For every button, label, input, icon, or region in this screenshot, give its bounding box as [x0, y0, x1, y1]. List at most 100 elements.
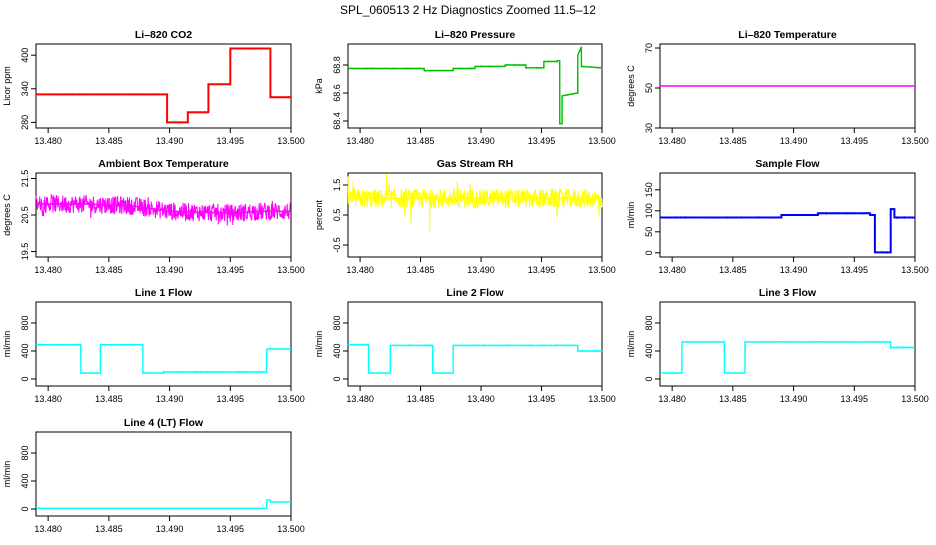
x-tick-label: 13.495: [217, 265, 245, 275]
x-tick-label: 13.480: [34, 524, 62, 534]
series-line: [659, 207, 916, 255]
x-tick-label: 13.480: [346, 394, 374, 404]
y-tick-label: 400: [20, 473, 30, 488]
panel-title: Li–820 Temperature: [738, 29, 837, 41]
series-line: [35, 193, 292, 226]
panel-9: Line 3 Flow 13.480 13.485 13.490 13.495 13.50…: [626, 287, 929, 404]
x-tick-label: 13.485: [407, 136, 435, 146]
x-tick-label: 13.485: [719, 136, 747, 146]
series-line: [36, 344, 291, 374]
x-tick-label: 13.485: [407, 394, 435, 404]
y-tick-label: 100: [644, 203, 654, 218]
y-tick-label: 30: [644, 123, 654, 133]
series-line: [660, 340, 916, 375]
series-line: [35, 343, 292, 375]
x-tick-label: 13.490: [467, 136, 495, 146]
y-tick-label: 0: [20, 506, 30, 511]
y-tick-label: 400: [20, 48, 30, 63]
panel-4: Ambient Box Temperature 13.480 13.485 13.49…: [2, 158, 305, 275]
x-tick-label: 13.500: [277, 265, 305, 275]
y-tick-label: -0.5: [332, 237, 342, 253]
y-axis-label: percent: [314, 199, 324, 230]
x-tick-label: 13.485: [719, 265, 747, 275]
y-axis-label: ml/min: [626, 202, 636, 229]
series-line: [36, 47, 291, 124]
x-tick-label: 13.500: [277, 524, 305, 534]
y-tick-label: 800: [20, 445, 30, 460]
y-tick-label: 0: [644, 376, 654, 381]
x-tick-label: 13.485: [95, 524, 123, 534]
x-tick-label: 13.490: [780, 265, 808, 275]
x-tick-label: 13.490: [780, 394, 808, 404]
x-tick-label: 13.495: [528, 394, 556, 404]
x-tick-label: 13.500: [901, 265, 929, 275]
y-tick-label: 0.5: [332, 209, 342, 222]
plot-frame: [347, 43, 603, 129]
x-tick-label: 13.495: [217, 136, 245, 146]
panel-title: Sample Flow: [755, 158, 820, 170]
y-tick-label: 0: [644, 250, 654, 255]
x-tick-label: 13.480: [34, 136, 62, 146]
y-tick-label: 19.5: [20, 243, 30, 261]
panel-6: Sample Flow 13.480 13.485 13.490 13.495 13.50…: [626, 158, 929, 275]
x-tick-label: 13.480: [34, 394, 62, 404]
x-tick-label: 13.500: [588, 265, 616, 275]
y-axis-label: kPa: [314, 78, 324, 94]
y-tick-label: 340: [20, 81, 30, 96]
plot-frame: [35, 431, 292, 517]
series-line: [35, 46, 292, 124]
series-line: [347, 173, 603, 232]
panel-title: Line 4 (LT) Flow: [124, 417, 204, 429]
x-tick-label: 13.485: [95, 265, 123, 275]
x-tick-label: 13.495: [528, 136, 556, 146]
x-tick-label: 13.485: [95, 394, 123, 404]
panel-title: Line 1 Flow: [135, 287, 193, 299]
panel-title: Li–820 Pressure: [435, 29, 516, 41]
x-tick-label: 13.500: [588, 136, 616, 146]
x-tick-label: 13.495: [841, 136, 869, 146]
panel-title: Gas Stream RH: [437, 158, 513, 170]
y-axis-label: degrees C: [626, 65, 636, 107]
x-tick-label: 13.480: [658, 136, 686, 146]
series-line: [36, 499, 291, 509]
x-tick-label: 13.480: [658, 394, 686, 404]
x-tick-label: 13.490: [780, 136, 808, 146]
x-tick-label: 13.480: [658, 265, 686, 275]
x-tick-label: 13.495: [528, 265, 556, 275]
x-tick-label: 13.485: [407, 265, 435, 275]
x-tick-label: 13.480: [34, 265, 62, 275]
x-tick-label: 13.485: [95, 136, 123, 146]
series-line: [348, 46, 603, 125]
plot-frame: [35, 43, 292, 129]
x-tick-label: 13.490: [467, 394, 495, 404]
y-tick-label: 68.4: [332, 112, 342, 130]
y-tick-label: 0: [332, 376, 342, 381]
panel-title: Ambient Box Temperature: [98, 158, 229, 170]
x-tick-label: 13.490: [467, 265, 495, 275]
series-line: [347, 343, 603, 375]
panel-7: Line 1 Flow 13.480 13.485 13.490 13.495 13.50…: [2, 287, 305, 404]
panel-3: Li–820 Temperature 13.480 13.485 13.490 13.4…: [626, 29, 929, 146]
y-tick-label: 68.6: [332, 84, 342, 102]
x-tick-label: 13.500: [588, 394, 616, 404]
x-tick-label: 13.500: [901, 394, 929, 404]
series-line: [348, 344, 602, 374]
panel-title: Li–820 CO2: [135, 29, 192, 41]
y-axis-label: Licor ppm: [2, 66, 12, 106]
x-tick-label: 13.500: [277, 136, 305, 146]
panel-title: Line 2 Flow: [446, 287, 504, 299]
y-tick-label: 68.8: [332, 56, 342, 74]
page-title: SPL_060513 2 Hz Diagnostics Zoomed 11.5–…: [340, 3, 596, 17]
series-line: [35, 499, 292, 509]
x-tick-label: 13.495: [841, 265, 869, 275]
y-tick-label: 21.5: [20, 170, 30, 188]
y-tick-label: 400: [332, 343, 342, 358]
panel-10: Line 4 (LT) Flow 13.480 13.485 13.490 13.495…: [2, 417, 305, 534]
plot-frame: [659, 301, 916, 387]
y-tick-label: 400: [20, 343, 30, 358]
y-tick-label: 50: [644, 83, 654, 93]
x-tick-label: 13.485: [719, 394, 747, 404]
plot-frame: [659, 172, 916, 258]
x-tick-label: 13.480: [346, 265, 374, 275]
